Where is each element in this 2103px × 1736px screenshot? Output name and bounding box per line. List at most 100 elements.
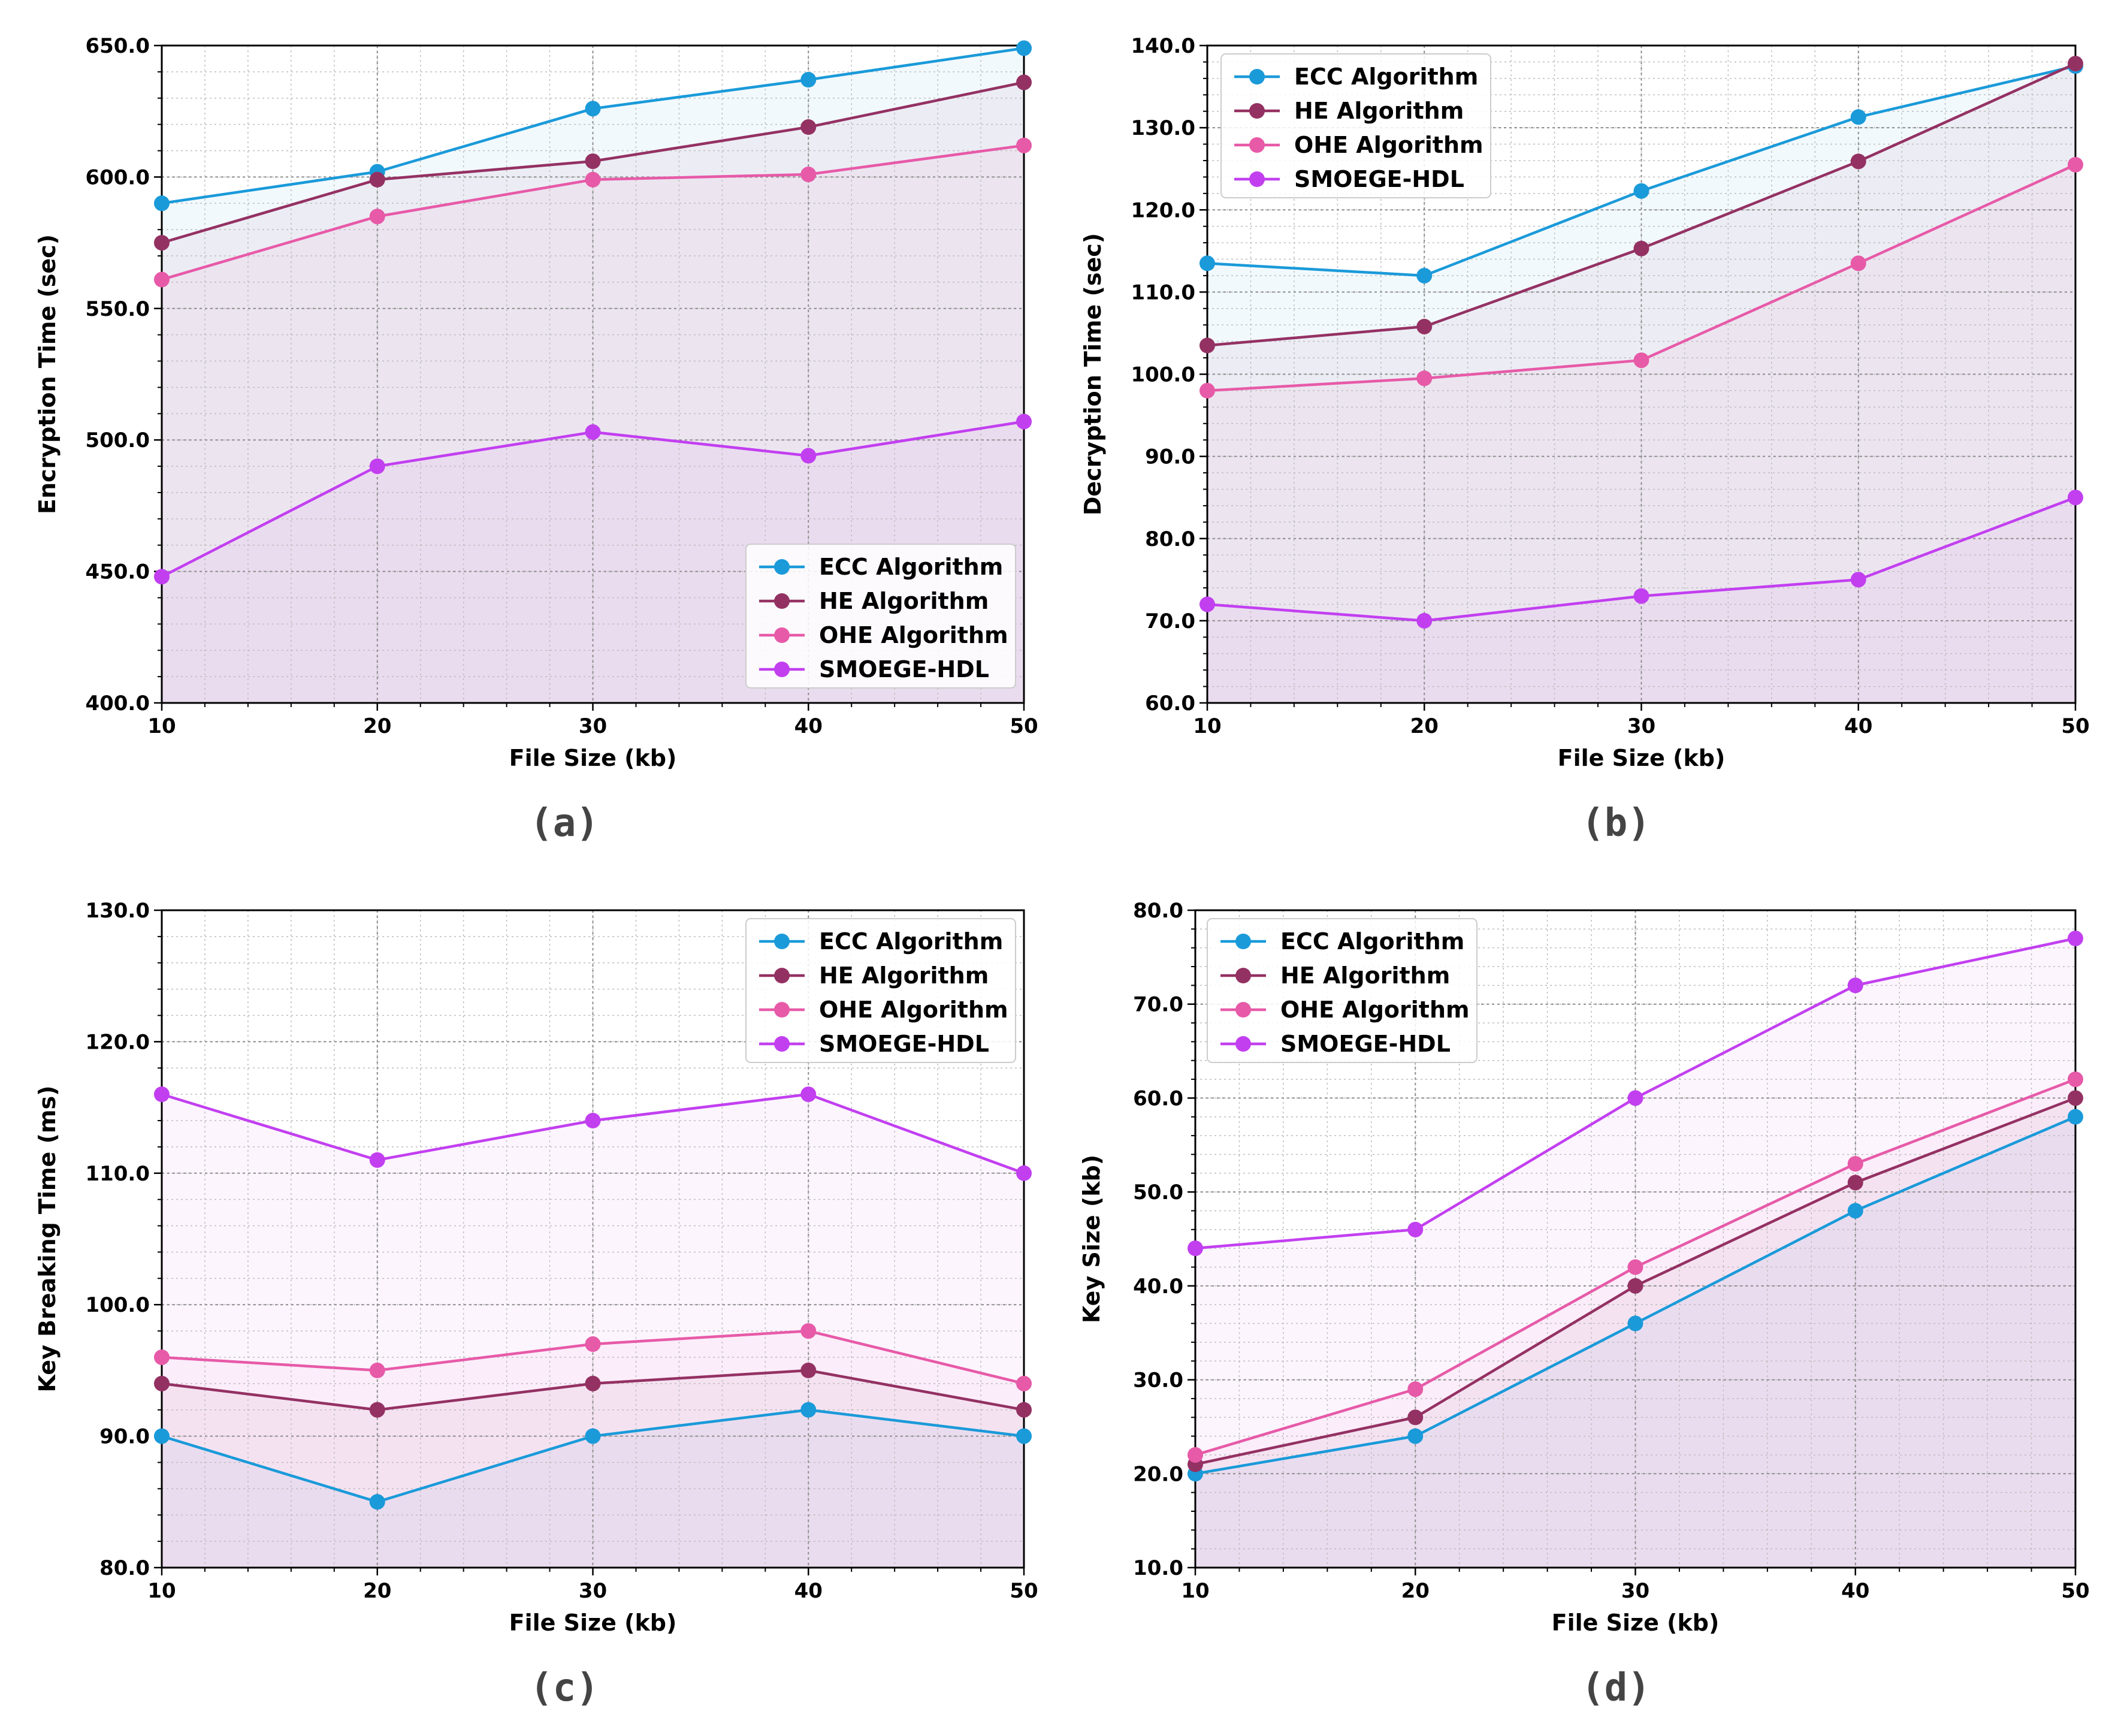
chart-b-point-he-algorithm <box>1416 318 1433 334</box>
chart-c-point-ecc-algorithm <box>369 1494 385 1510</box>
chart-b-ytick-label: 90.0 <box>1145 445 1195 469</box>
chart-a-point-ohe-algorithm <box>154 271 170 288</box>
chart-a-legend-box <box>745 544 1016 689</box>
chart-b-ylabel: Decryption Time (sec) <box>1080 233 1106 515</box>
chart-b-point-he-algorithm <box>1199 337 1215 354</box>
chart-c-point-ohe-algorithm <box>800 1323 817 1339</box>
chart-a-legend-marker-he-algorithm <box>774 593 790 609</box>
chart-d-legend-marker-he-algorithm <box>1235 968 1251 983</box>
chart-b-point-ecc-algorithm <box>1199 255 1215 271</box>
chart-a-point-he-algorithm <box>1016 74 1032 90</box>
chart-b-legend: ECC Algorithm HE Algorithm OHE Algorithm SM… <box>1220 53 1491 198</box>
chart-panel-a: 10 20 30 40 50 400.0 450.0 500.0 550.0 600.0 650.0… <box>0 0 1052 868</box>
chart-b-legend-label-ohe-algorithm: OHE Algorithm <box>1294 132 1483 158</box>
chart-c-point-ohe-algorithm <box>369 1362 385 1378</box>
chart-a-legend: ECC Algorithm HE Algorithm OHE Algorithm SM… <box>745 544 1016 689</box>
chart-d-xlabel: File Size (kb) <box>1552 1610 1720 1636</box>
chart-d-ytick-label: 70.0 <box>1133 993 1183 1017</box>
chart-c-ytick-label: 110.0 <box>85 1162 150 1186</box>
chart-d-svg: 10 20 30 40 50 10.0 20.0 30.0 40.0 50.0 60.0 70.0 80… <box>1078 899 2090 1710</box>
chart-c-point-smoege-hdl <box>1016 1165 1032 1181</box>
chart-a-ytick-label: 650.0 <box>85 34 150 58</box>
chart-b-xtick-label: 50 <box>2061 714 2089 738</box>
chart-d-legend-marker-ohe-algorithm <box>1235 1002 1251 1018</box>
chart-d-point-ohe-algorithm <box>1188 1447 1203 1463</box>
chart-a-ytick-label: 400.0 <box>85 692 150 715</box>
chart-c-ytick-label: 130.0 <box>85 899 150 923</box>
chart-d-point-smoege-hdl <box>1407 1221 1424 1237</box>
chart-c-point-he-algorithm <box>800 1362 817 1378</box>
chart-d-legend: ECC Algorithm HE Algorithm OHE Algorithm SM… <box>1207 918 1477 1063</box>
chart-a-point-he-algorithm <box>585 153 601 170</box>
chart-d-ytick-label: 60.0 <box>1133 1086 1183 1110</box>
chart-a-point-ohe-algorithm <box>1016 137 1032 153</box>
chart-b-xtick-label: 10 <box>1193 714 1221 738</box>
chart-d-legend-label-ohe-algorithm: OHE Algorithm <box>1280 997 1470 1023</box>
chart-c-point-smoege-hdl <box>800 1086 817 1103</box>
chart-d-point-smoege-hdl <box>1847 977 1863 994</box>
chart-d-xtick-label: 40 <box>1841 1579 1869 1603</box>
chart-c-point-smoege-hdl <box>369 1152 385 1168</box>
chart-d-point-smoege-hdl <box>1188 1240 1203 1257</box>
chart-panel-b: 10 20 30 40 50 60.0 70.0 80.0 90.0 100.0 110.0 120.… <box>1052 0 2103 868</box>
chart-c-ytick-label: 90.0 <box>99 1425 150 1449</box>
chart-d-point-ohe-algorithm <box>1407 1381 1424 1397</box>
chart-d-legend-marker-ecc-algorithm <box>1235 934 1251 949</box>
chart-c-xtick-label: 30 <box>579 1579 607 1603</box>
chart-c-legend-label-smoege-hdl: SMOEGE-HDL <box>819 1031 989 1057</box>
chart-d-point-smoege-hdl <box>2068 931 2083 947</box>
chart-a-ylabel: Encryption Time (sec) <box>34 234 61 514</box>
chart-c-legend: ECC Algorithm HE Algorithm OHE Algorithm SM… <box>745 918 1016 1063</box>
chart-d-ytick-label: 40.0 <box>1133 1275 1183 1299</box>
chart-c-point-ohe-algorithm <box>585 1336 601 1352</box>
chart-b-ytick-label: 70.0 <box>1145 609 1195 633</box>
chart-d-legend-label-he-algorithm: HE Algorithm <box>1280 962 1450 989</box>
chart-c-legend-label-he-algorithm: HE Algorithm <box>819 962 989 989</box>
chart-b-ytick-label: 130.0 <box>1131 116 1195 140</box>
chart-a-legend-label-he-algorithm: HE Algorithm <box>819 588 989 614</box>
chart-a-legend-marker-smoege-hdl <box>774 662 790 677</box>
chart-b-point-smoege-hdl <box>2068 490 2083 506</box>
chart-b-legend-label-he-algorithm: HE Algorithm <box>1294 98 1464 124</box>
chart-b-point-smoege-hdl <box>1633 588 1649 604</box>
chart-b-legend-marker-smoege-hdl <box>1249 171 1265 187</box>
chart-a-legend-label-smoege-hdl: SMOEGE-HDL <box>819 656 989 683</box>
chart-c-point-ecc-algorithm <box>154 1428 170 1444</box>
chart-a-ytick-label: 600.0 <box>85 165 150 189</box>
chart-a-point-smoege-hdl <box>154 569 170 585</box>
chart-a-point-he-algorithm <box>369 171 385 188</box>
chart-d-point-ecc-algorithm <box>2068 1109 2083 1125</box>
chart-b-ytick-label: 80.0 <box>1145 527 1195 551</box>
chart-b-point-ohe-algorithm <box>2068 156 2083 173</box>
chart-c-xtick-label: 50 <box>1010 1579 1038 1603</box>
chart-a-legend-label-ecc-algorithm: ECC Algorithm <box>819 554 1003 580</box>
chart-a-point-he-algorithm <box>154 235 170 251</box>
chart-d-legend-label-ecc-algorithm: ECC Algorithm <box>1280 928 1464 955</box>
chart-c-point-ecc-algorithm <box>585 1428 601 1444</box>
chart-d-ytick-label: 10.0 <box>1133 1556 1183 1580</box>
chart-b-caption: (b) <box>1581 801 1651 846</box>
chart-c-point-smoege-hdl <box>154 1086 170 1103</box>
chart-d-point-he-algorithm <box>1407 1409 1424 1426</box>
chart-b-xtick-label: 20 <box>1410 714 1439 738</box>
chart-b-point-ecc-algorithm <box>1416 267 1433 283</box>
chart-b-point-smoege-hdl <box>1416 612 1433 629</box>
chart-d-xtick-label: 10 <box>1181 1579 1209 1603</box>
chart-c-point-ecc-algorithm <box>800 1402 817 1418</box>
chart-c-point-he-algorithm <box>154 1375 170 1391</box>
chart-b-svg: 10 20 30 40 50 60.0 70.0 80.0 90.0 100.0 110.0 120.… <box>1080 34 2090 846</box>
chart-d-ytick-label: 30.0 <box>1133 1369 1183 1393</box>
chart-d-point-ohe-algorithm <box>1847 1156 1863 1172</box>
chart-d-point-smoege-hdl <box>1627 1090 1643 1106</box>
chart-b-legend-marker-ecc-algorithm <box>1249 69 1265 84</box>
chart-a-point-he-algorithm <box>800 119 817 135</box>
chart-b-point-smoege-hdl <box>1199 596 1215 612</box>
chart-c-legend-marker-ohe-algorithm <box>774 1002 790 1018</box>
chart-a-ytick-label: 500.0 <box>85 428 150 452</box>
chart-b-point-he-algorithm <box>1850 153 1866 170</box>
chart-a-xtick-label: 40 <box>794 714 823 738</box>
chart-a-ytick-label: 550.0 <box>85 297 150 321</box>
chart-b-legend-label-ecc-algorithm: ECC Algorithm <box>1294 64 1478 90</box>
chart-c-svg: 10 20 30 40 50 80.0 90.0 100.0 110.0 120.0 130.0 Fi… <box>34 899 1038 1710</box>
chart-a-point-smoege-hdl <box>1016 413 1032 430</box>
